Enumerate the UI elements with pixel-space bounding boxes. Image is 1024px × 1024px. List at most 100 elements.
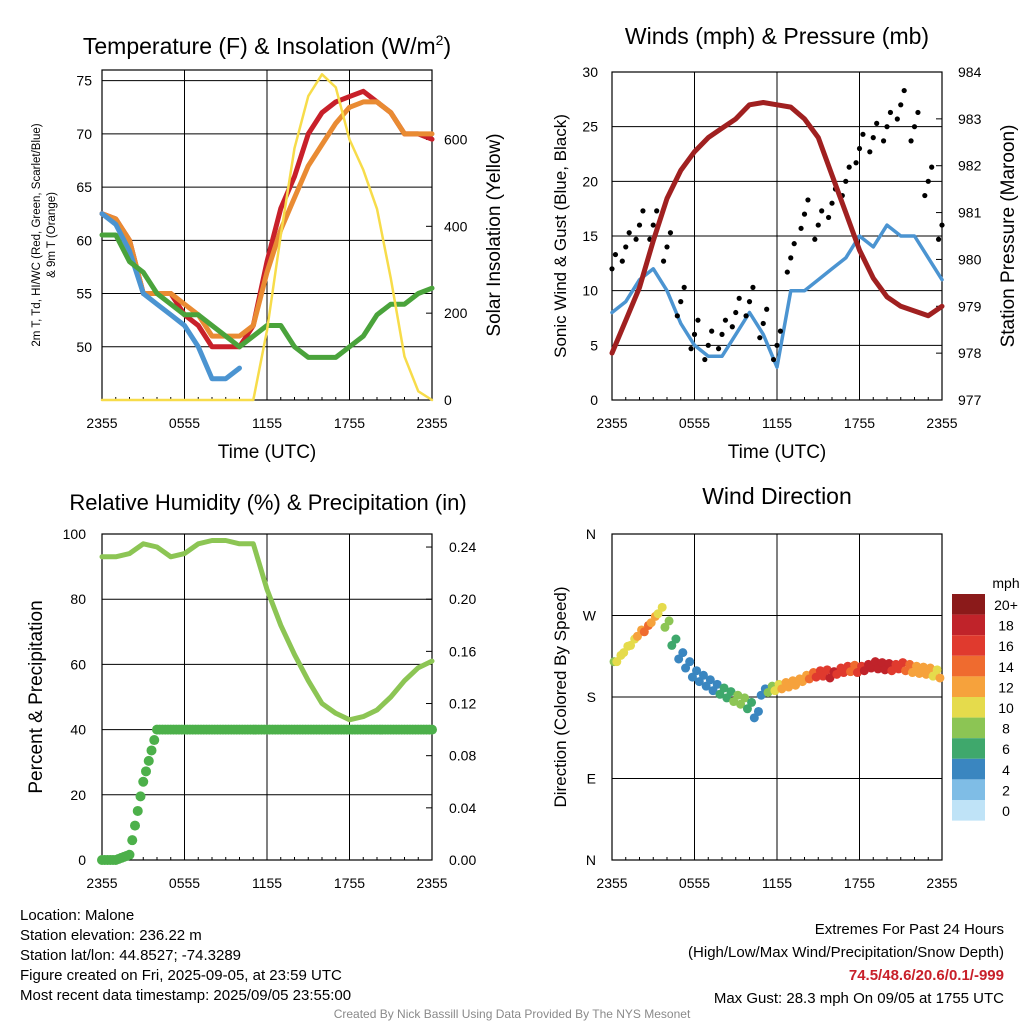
legend-label: 16	[998, 638, 1014, 654]
y-tick-label: 100	[63, 526, 87, 542]
legend-swatch	[952, 614, 985, 636]
title-sup: 2	[436, 32, 444, 48]
gust-point	[650, 222, 656, 228]
gust-point	[935, 236, 942, 242]
x-tick-label: 2355	[926, 875, 957, 891]
precip-point	[124, 849, 135, 860]
x-axis-label: Time (UTC)	[218, 442, 317, 463]
y-tick-label: W	[583, 608, 597, 624]
gust-point	[801, 211, 808, 217]
gust-point	[846, 164, 852, 170]
legend-swatch	[952, 738, 985, 759]
legend-swatch	[952, 635, 985, 656]
recent-data-text: Most recent data timestamp: 2025/09/05 2…	[20, 987, 352, 1004]
gust-point	[815, 222, 821, 228]
gust-point	[757, 335, 763, 341]
gust-point	[681, 284, 687, 290]
y2-axis-label: Solar Insolation (Yellow)	[484, 133, 505, 336]
gust-point	[922, 192, 928, 199]
legend-label: 12	[998, 679, 1014, 695]
gust-point	[719, 331, 725, 337]
gust-point	[898, 102, 904, 108]
legend-swatch	[952, 594, 985, 615]
wind-series-line	[609, 100, 945, 356]
gust-point	[722, 317, 729, 323]
precip-point	[132, 805, 143, 816]
y-axis-label-line1: 2m T, Td, HI/WC (Red, Green, Scarlet/Blu…	[31, 123, 43, 346]
gust-point	[626, 230, 632, 236]
y2-tick-label: 980	[958, 251, 982, 267]
direction-point	[692, 666, 702, 676]
legend-label: 10	[998, 700, 1014, 716]
legend-swatch	[952, 758, 985, 780]
y2-tick-label: 982	[958, 158, 982, 174]
precip-point	[146, 745, 157, 756]
chart-title-3: Relative Humidity (%) & Precipitation (i…	[69, 490, 466, 515]
station-info: Location: Malone Station elevation: 236.…	[20, 906, 351, 1006]
direction-point	[664, 616, 674, 626]
gust-point	[812, 236, 818, 242]
legend-label: 6	[1002, 741, 1010, 757]
y2-tick-label: 0.16	[449, 643, 476, 659]
panel-1: 2355 0555 1155 1755 2355 50 55 60 65 70 75 0 200 400 6…	[31, 32, 505, 463]
direction-point	[753, 706, 763, 716]
direction-point	[822, 665, 832, 675]
gust-point	[819, 208, 825, 214]
legend-label: 4	[1002, 762, 1010, 778]
extremes-subtitle: (High/Low/Max Wind/Precipitation/Snow De…	[688, 944, 1004, 961]
gust-point	[705, 342, 711, 348]
y2-tick-label: 0.20	[449, 591, 476, 607]
gust-point	[678, 299, 684, 305]
gust-point	[750, 284, 756, 290]
direction-point	[719, 683, 729, 693]
x-tick-label: 1155	[762, 415, 792, 431]
gust-point	[887, 109, 894, 116]
gust-point	[880, 138, 887, 144]
gust-point	[709, 328, 715, 334]
direction-point	[657, 602, 667, 612]
gust-point	[746, 299, 753, 305]
y-tick-label: 25	[582, 119, 598, 135]
precip-point	[427, 724, 437, 735]
gust-point	[695, 317, 701, 323]
gust-point	[856, 145, 863, 152]
gust-point	[702, 356, 708, 363]
x-tick-label: 1755	[334, 875, 365, 891]
gust-point	[901, 87, 907, 94]
y2-tick-label: 200	[444, 305, 468, 321]
gust-point	[908, 138, 914, 144]
y-tick-label: 75	[76, 73, 92, 89]
direction-point	[912, 661, 922, 671]
y-tick-label: 60	[76, 232, 92, 248]
x-tick-label: 1155	[762, 875, 792, 891]
y-tick-label: 0	[590, 392, 598, 408]
credit-text: Created By Nick Bassill Using Data Provi…	[333, 1007, 691, 1021]
gust-point	[867, 149, 873, 155]
humidity-line	[99, 538, 435, 723]
y-tick-label: 10	[582, 283, 598, 299]
y2-tick-label: 977	[958, 392, 982, 408]
direction-point	[898, 658, 908, 668]
y2-tick-label: 984	[958, 64, 982, 80]
gust-point	[788, 255, 794, 261]
y-tick-label: 50	[76, 339, 92, 355]
chart-title-1: Temperature (F) & Insolation (W/m2)	[83, 32, 451, 59]
y2-tick-label: 979	[958, 298, 982, 314]
gust-point	[915, 109, 921, 116]
gust-point	[619, 258, 625, 264]
y2-tick-label: 0.24	[449, 539, 476, 555]
chart-title-2: Winds (mph) & Pressure (mb)	[625, 23, 929, 49]
legend-label: 8	[1002, 721, 1010, 737]
direction-point	[705, 675, 715, 685]
x-axis-label: Time (UTC)	[728, 442, 827, 463]
panel-3: 2355 0555 1155 1755 23550204060801000.000.04…	[26, 490, 476, 891]
gust-point	[733, 309, 739, 316]
legend-swatch	[952, 800, 985, 821]
gust-point	[894, 116, 900, 122]
gust-point	[612, 251, 619, 258]
legend-swatch	[952, 779, 985, 800]
y-tick-label: N	[586, 852, 596, 868]
gust-point	[729, 324, 735, 330]
x-tick-label: 2355	[86, 875, 117, 891]
y-tick-label: 0	[78, 852, 86, 868]
